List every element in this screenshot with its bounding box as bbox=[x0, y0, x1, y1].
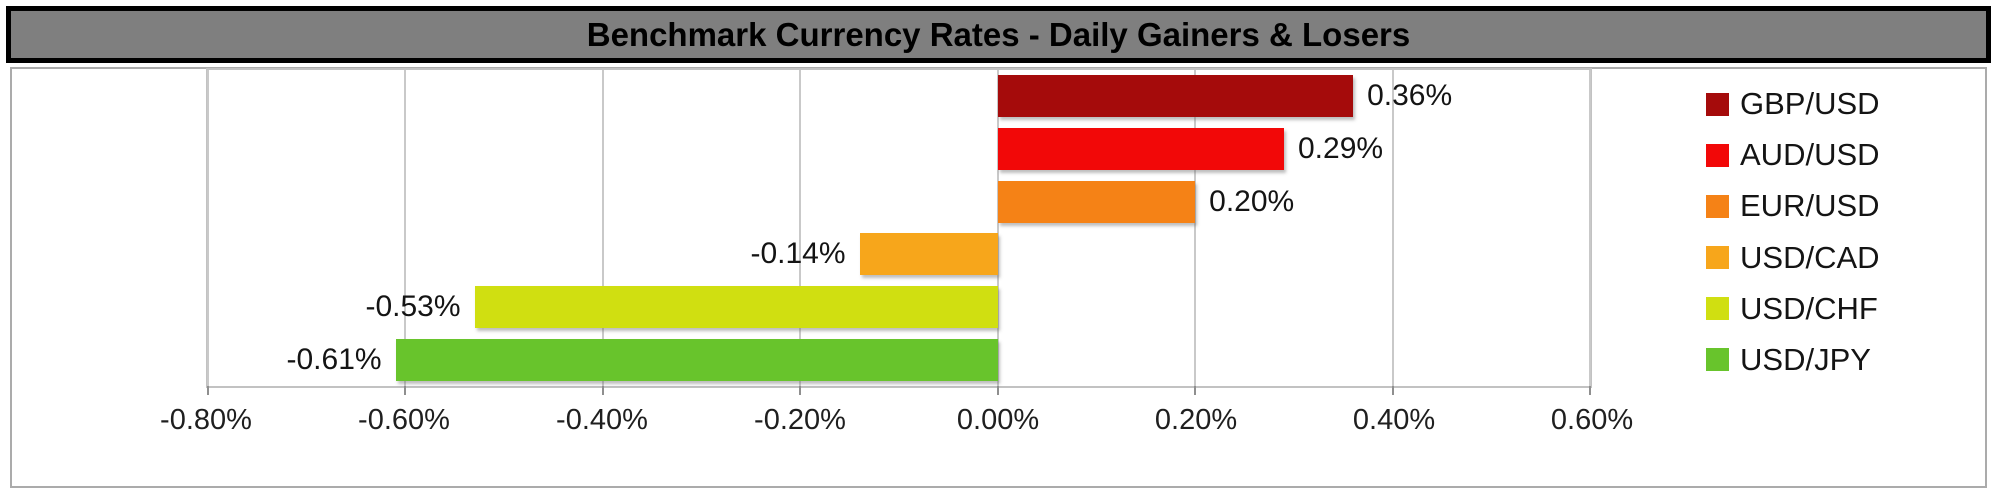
x-axis: -0.80% -0.60% -0.40% -0.20% 0.00% 0.20% 0.40% 0… bbox=[160, 398, 1633, 440]
bar-usd-cad bbox=[859, 233, 998, 276]
bar-value-label-usd-jpy: -0.61% bbox=[286, 342, 382, 376]
bar-usd-chf bbox=[474, 285, 998, 328]
x-tick-label: -0.40% bbox=[556, 404, 648, 436]
bar-row-gbp-usd: 0.36% bbox=[208, 70, 1590, 123]
legend-label-usd-chf: USD/CHF bbox=[1740, 290, 1878, 326]
legend-swatch-eur-usd bbox=[1706, 194, 1729, 218]
axis-tick-mark bbox=[207, 386, 209, 395]
x-tick-label: -0.60% bbox=[358, 404, 450, 436]
bar-row-usd-chf: -0.53% bbox=[208, 281, 1590, 334]
legend-swatch-usd-chf bbox=[1706, 297, 1729, 321]
legend-item-gbp-usd: GBP/USD bbox=[1706, 86, 1966, 122]
gridline bbox=[996, 70, 999, 386]
bar-value-label-aud-usd: 0.29% bbox=[1297, 131, 1384, 165]
gridline bbox=[207, 70, 209, 386]
bar-aud-usd bbox=[997, 127, 1284, 170]
legend-item-aud-usd: AUD/USD bbox=[1706, 137, 1966, 173]
bar-row-eur-usd: 0.20% bbox=[208, 175, 1590, 228]
axis-tick-mark bbox=[404, 386, 407, 395]
axis-tick-mark bbox=[1194, 386, 1197, 395]
legend-label-aud-usd: AUD/USD bbox=[1740, 137, 1880, 173]
legend-item-usd-cad: USD/CAD bbox=[1706, 240, 1966, 276]
x-tick-label: 0.20% bbox=[1154, 404, 1238, 436]
axis-tick-mark bbox=[601, 386, 604, 395]
bar-row-usd-jpy: -0.61% bbox=[208, 333, 1590, 386]
legend-item-usd-jpy: USD/JPY bbox=[1706, 342, 1966, 378]
axis-tick-mark bbox=[996, 386, 999, 395]
plot-area: 0.36% 0.29% 0.20% -0.14% -0.53% -0.61% bbox=[206, 68, 1592, 395]
legend-label-eur-usd: EUR/USD bbox=[1740, 188, 1880, 224]
x-tick-label: 0.00% bbox=[956, 404, 1040, 436]
gridline bbox=[799, 70, 802, 386]
bar-row-usd-cad: -0.14% bbox=[208, 228, 1590, 281]
legend-item-usd-chf: USD/CHF bbox=[1706, 291, 1966, 327]
bar-gbp-usd bbox=[997, 75, 1354, 118]
legend-label-usd-jpy: USD/JPY bbox=[1740, 341, 1871, 377]
bar-eur-usd bbox=[997, 180, 1196, 223]
bar-usd-jpy bbox=[395, 338, 998, 381]
gridline bbox=[1589, 70, 1591, 386]
chart-title: Benchmark Currency Rates - Daily Gainers… bbox=[586, 15, 1411, 53]
bar-value-label-eur-usd: 0.20% bbox=[1209, 184, 1295, 218]
bar-row-aud-usd: 0.29% bbox=[208, 123, 1590, 176]
x-tick-label: -0.20% bbox=[754, 404, 846, 436]
legend-label-usd-cad: USD/CAD bbox=[1740, 239, 1880, 275]
gridline bbox=[1194, 70, 1197, 386]
axis-tick-mark bbox=[799, 386, 802, 395]
legend-swatch-usd-cad bbox=[1706, 246, 1729, 270]
axis-tick-mark bbox=[1391, 386, 1394, 395]
legend-swatch-aud-usd bbox=[1706, 143, 1729, 167]
x-tick-label: 0.40% bbox=[1352, 404, 1436, 436]
legend-label-gbp-usd: GBP/USD bbox=[1740, 86, 1880, 121]
legend-swatch-usd-jpy bbox=[1706, 348, 1729, 372]
bar-value-label-usd-cad: -0.14% bbox=[750, 237, 846, 271]
bar-value-label-usd-chf: -0.53% bbox=[365, 289, 461, 323]
axis-tick-mark bbox=[1589, 386, 1591, 395]
legend: GBP/USD AUD/USD EUR/USD USD/CAD USD/CHF USD/J… bbox=[1706, 86, 1966, 378]
gridline bbox=[404, 70, 407, 386]
chart-title-bar: Benchmark Currency Rates - Daily Gainers… bbox=[6, 6, 1991, 63]
legend-item-eur-usd: EUR/USD bbox=[1706, 188, 1966, 224]
legend-swatch-gbp-usd bbox=[1706, 92, 1729, 116]
x-tick-label: 0.60% bbox=[1550, 404, 1634, 436]
x-tick-label: -0.80% bbox=[160, 404, 252, 436]
gridline bbox=[601, 70, 604, 386]
bar-value-label-gbp-usd: 0.36% bbox=[1367, 79, 1453, 113]
gridline bbox=[1391, 70, 1394, 386]
